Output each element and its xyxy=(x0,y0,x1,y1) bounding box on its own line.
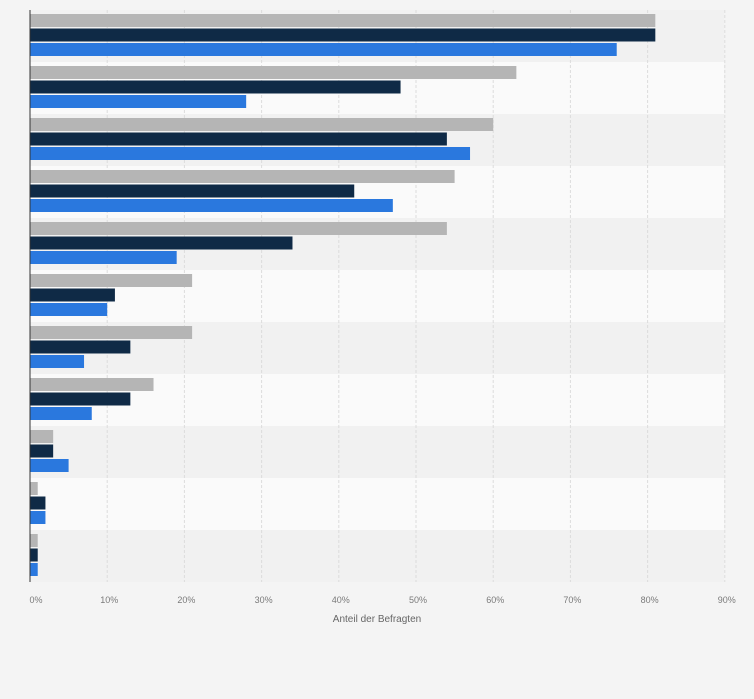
bar xyxy=(30,147,471,160)
bar xyxy=(30,251,177,264)
bars xyxy=(30,14,656,576)
bar xyxy=(30,407,92,420)
category-band xyxy=(30,478,724,530)
bar xyxy=(30,378,154,391)
bar xyxy=(30,132,447,146)
bar xyxy=(30,118,494,131)
category-band xyxy=(30,530,724,582)
bar xyxy=(30,496,46,510)
x-tick-label: 0% xyxy=(29,595,42,605)
bar xyxy=(30,222,447,235)
x-tick-label: 10% xyxy=(100,595,118,605)
bar xyxy=(30,170,455,183)
bar xyxy=(30,511,46,524)
bar xyxy=(30,459,69,472)
x-tick-label: 60% xyxy=(486,595,504,605)
bar xyxy=(30,184,355,198)
bar xyxy=(30,199,393,212)
bar xyxy=(30,482,38,495)
x-tick-label: 30% xyxy=(255,595,273,605)
bar xyxy=(30,548,38,562)
bar xyxy=(30,236,293,250)
bar xyxy=(30,288,115,302)
bar xyxy=(30,444,54,458)
bar xyxy=(30,43,617,56)
x-tick-label: 20% xyxy=(177,595,195,605)
bar xyxy=(30,80,401,94)
bar xyxy=(30,340,131,354)
bar xyxy=(30,392,131,406)
x-tick-label: 50% xyxy=(409,595,427,605)
bar xyxy=(30,563,38,576)
x-tick-label: 80% xyxy=(641,595,659,605)
x-tick-label: 40% xyxy=(332,595,350,605)
bar xyxy=(30,430,54,443)
bar xyxy=(30,66,517,79)
bar xyxy=(30,303,108,316)
x-axis-title: Anteil der Befragten xyxy=(333,614,421,625)
bar xyxy=(30,534,38,547)
x-tick-label: 90% xyxy=(718,595,736,605)
bar xyxy=(30,274,193,287)
bar xyxy=(30,326,193,339)
x-tick-label: 70% xyxy=(563,595,581,605)
bar xyxy=(30,95,247,108)
x-axis-ticks: 0% 10% 20% 30% 40% 50% 60% 70% 80% 90% xyxy=(29,595,735,605)
bar xyxy=(30,14,656,27)
bar xyxy=(30,355,85,368)
category-band xyxy=(30,426,724,478)
bar xyxy=(30,28,656,42)
